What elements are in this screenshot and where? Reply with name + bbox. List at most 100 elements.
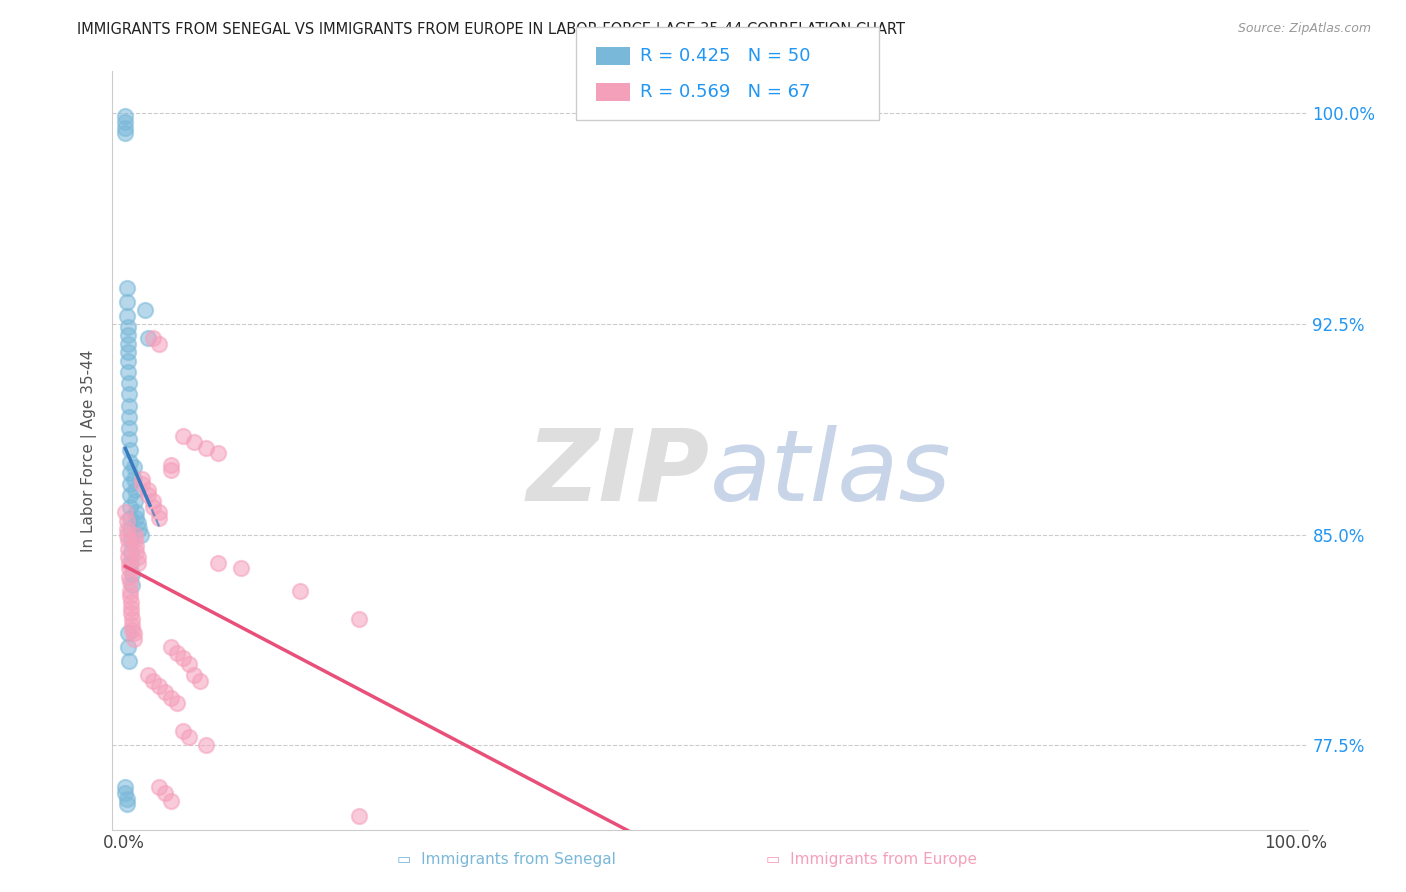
- Point: [117, 640, 139, 654]
- Point: [166, 696, 188, 710]
- Point: [125, 505, 148, 519]
- Point: [148, 679, 170, 693]
- Point: [120, 556, 142, 570]
- Point: [172, 651, 194, 665]
- Y-axis label: In Labor Force | Age 35-44: In Labor Force | Age 35-44: [80, 350, 97, 551]
- Point: [121, 617, 143, 632]
- Point: [148, 780, 170, 795]
- Point: [118, 421, 141, 435]
- Point: [121, 567, 143, 582]
- Point: [127, 516, 149, 531]
- Point: [231, 561, 253, 575]
- Point: [160, 795, 183, 809]
- Point: [347, 612, 370, 626]
- Point: [118, 409, 141, 424]
- Point: [118, 376, 141, 390]
- Point: [136, 331, 159, 345]
- Point: [118, 654, 141, 668]
- Point: [131, 477, 153, 491]
- Point: [121, 578, 143, 592]
- Point: [148, 336, 170, 351]
- Point: [347, 808, 370, 822]
- Point: [118, 399, 141, 413]
- Point: [117, 345, 139, 359]
- Text: Source: ZipAtlas.com: Source: ZipAtlas.com: [1237, 22, 1371, 36]
- Point: [115, 514, 138, 528]
- Point: [125, 544, 148, 558]
- Point: [114, 115, 136, 129]
- Point: [114, 780, 136, 795]
- Point: [117, 336, 139, 351]
- Point: [142, 500, 165, 514]
- Point: [136, 668, 159, 682]
- Point: [118, 561, 141, 575]
- Point: [172, 429, 194, 443]
- Point: [125, 539, 148, 553]
- Point: [117, 533, 139, 548]
- Point: [122, 460, 145, 475]
- Point: [114, 786, 136, 800]
- Point: [120, 522, 141, 536]
- Point: [124, 483, 146, 497]
- Point: [121, 623, 143, 637]
- Point: [172, 724, 194, 739]
- Point: [160, 458, 183, 472]
- Point: [177, 730, 200, 744]
- Point: [148, 505, 170, 519]
- Point: [120, 511, 141, 525]
- Point: [114, 109, 136, 123]
- Point: [195, 441, 218, 455]
- Text: atlas: atlas: [710, 425, 952, 522]
- Point: [160, 690, 183, 705]
- Point: [148, 511, 170, 525]
- Point: [188, 673, 212, 688]
- Point: [120, 500, 141, 514]
- Point: [120, 583, 141, 598]
- Point: [183, 435, 205, 450]
- Point: [115, 280, 138, 294]
- Point: [120, 443, 141, 458]
- Point: [120, 600, 142, 615]
- Point: [114, 120, 136, 135]
- Point: [195, 739, 218, 753]
- Point: [121, 612, 143, 626]
- Point: [177, 657, 200, 671]
- Point: [120, 595, 142, 609]
- Point: [124, 527, 146, 541]
- Point: [166, 646, 188, 660]
- Point: [183, 668, 205, 682]
- Point: [155, 685, 177, 699]
- Point: [207, 446, 229, 460]
- Point: [115, 791, 138, 805]
- Point: [142, 494, 165, 508]
- Point: [114, 505, 136, 519]
- Point: [122, 632, 145, 646]
- Point: [120, 488, 141, 502]
- Point: [120, 575, 141, 590]
- Point: [115, 797, 138, 812]
- Point: [155, 786, 177, 800]
- Point: [131, 471, 153, 485]
- Point: [118, 570, 141, 584]
- Text: ▭  Immigrants from Senegal: ▭ Immigrants from Senegal: [396, 852, 616, 867]
- Point: [120, 455, 141, 469]
- Point: [118, 432, 141, 446]
- Point: [124, 494, 146, 508]
- Point: [122, 626, 145, 640]
- Point: [115, 294, 138, 309]
- Point: [134, 303, 156, 318]
- Point: [128, 522, 150, 536]
- Text: IMMIGRANTS FROM SENEGAL VS IMMIGRANTS FROM EUROPE IN LABOR FORCE | AGE 35-44 COR: IMMIGRANTS FROM SENEGAL VS IMMIGRANTS FR…: [77, 22, 905, 38]
- Point: [117, 626, 139, 640]
- Point: [120, 533, 142, 548]
- Point: [129, 527, 152, 541]
- Point: [120, 477, 141, 491]
- Point: [120, 607, 142, 621]
- Point: [127, 550, 149, 565]
- Text: ZIP: ZIP: [527, 425, 710, 522]
- Text: R = 0.425   N = 50: R = 0.425 N = 50: [640, 47, 810, 65]
- Point: [136, 488, 159, 502]
- Point: [117, 550, 139, 565]
- Text: R = 0.569   N = 67: R = 0.569 N = 67: [640, 83, 810, 101]
- Point: [120, 466, 141, 480]
